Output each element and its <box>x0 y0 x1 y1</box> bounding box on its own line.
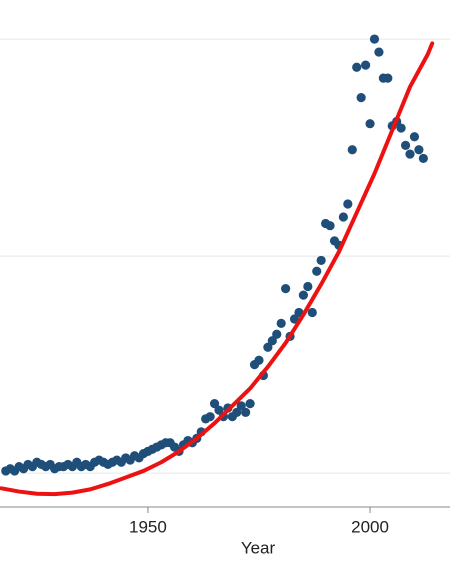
point <box>356 93 366 103</box>
point <box>338 212 348 222</box>
point <box>369 34 380 44</box>
point <box>396 123 406 133</box>
fit-line <box>0 41 435 497</box>
point <box>352 62 362 72</box>
point <box>267 336 277 346</box>
point <box>374 47 384 57</box>
point <box>414 145 424 155</box>
point <box>254 355 264 365</box>
point <box>418 153 428 164</box>
point <box>214 405 224 415</box>
x-axis-label: Year <box>241 538 276 557</box>
point <box>281 284 291 294</box>
point <box>312 266 322 276</box>
point <box>325 221 335 231</box>
point <box>303 281 313 292</box>
point <box>236 401 246 411</box>
point <box>405 149 415 159</box>
point <box>360 60 371 70</box>
point <box>383 73 393 83</box>
point <box>209 399 220 409</box>
point <box>245 399 255 409</box>
point <box>365 119 375 129</box>
point <box>289 314 300 324</box>
point <box>232 407 242 417</box>
point <box>307 307 317 318</box>
point <box>343 199 353 209</box>
point <box>400 140 411 151</box>
point <box>409 132 420 142</box>
point <box>241 407 251 417</box>
x-tick-label: 2000 <box>351 517 389 536</box>
point <box>298 290 309 300</box>
point <box>316 255 326 266</box>
point <box>272 329 282 339</box>
point <box>347 145 357 155</box>
point <box>276 318 286 328</box>
x-tick-label: 1950 <box>129 517 167 536</box>
point <box>205 412 215 422</box>
point <box>263 342 273 352</box>
